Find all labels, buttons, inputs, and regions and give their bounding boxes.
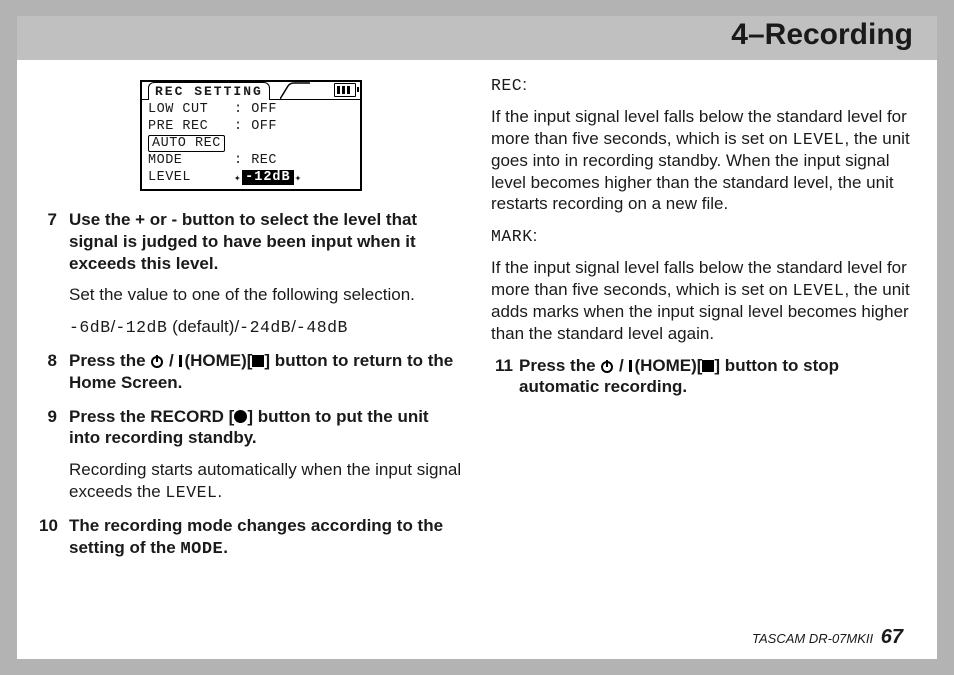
record-icon <box>234 410 247 423</box>
lcd-row-level: LEVEL ✦ -12dB ✦ <box>148 169 354 186</box>
step-7-lead: Use the + or - button to select the leve… <box>69 209 463 274</box>
step-7: 7 Use the + or - button to select the le… <box>39 209 463 338</box>
footer: TASCAM DR-07MKII 67 <box>752 626 903 649</box>
mark-desc: If the input signal level falls below th… <box>491 257 915 344</box>
lcd-tab: REC SETTING <box>148 82 270 100</box>
mark-label: MARK: <box>491 225 915 247</box>
step-7-note: Set the value to one of the following se… <box>69 284 463 306</box>
step-8-lead: Press the / (HOME)[] button to return to… <box>69 350 463 394</box>
product-name: TASCAM DR-07MKII <box>752 631 873 646</box>
lcd-row-prerec: PRE REC: OFF <box>148 118 354 135</box>
lcd-tabrow: REC SETTING <box>142 82 360 100</box>
columns: REC SETTING LOW CUT: OFF PRE REC: OFF AU… <box>17 60 937 572</box>
rec-desc: If the input signal level falls below th… <box>491 106 915 215</box>
stop-icon <box>252 355 264 367</box>
power-icon <box>150 354 164 368</box>
lcd-panel: REC SETTING LOW CUT: OFF PRE REC: OFF AU… <box>140 80 362 191</box>
arrow-right-icon: ✦ <box>295 171 302 185</box>
step-10: 10 The recording mode changes according … <box>39 515 463 561</box>
battery-icon <box>334 83 356 97</box>
rec-label: REC: <box>491 74 915 96</box>
lcd-rows: LOW CUT: OFF PRE REC: OFF AUTO REC MODE:… <box>142 100 360 187</box>
step-9-note: Recording starts automatically when the … <box>69 459 463 503</box>
lcd-level-value: ✦ -12dB ✦ <box>234 170 302 185</box>
lcd-row-autorec: AUTO REC <box>148 135 354 152</box>
step-7-values: -6dB/-12dB (default)/-24dB/-48dB <box>69 316 463 338</box>
step-11-lead: Press the / (HOME)[] button to stop auto… <box>519 355 915 399</box>
step-8: 8 Press the / (HOME)[] button to return … <box>39 350 463 394</box>
right-column: REC: If the input signal level falls bel… <box>491 74 915 572</box>
lcd-screenshot: REC SETTING LOW CUT: OFF PRE REC: OFF AU… <box>39 80 463 191</box>
step-10-lead: The recording mode changes according to … <box>69 515 463 561</box>
tab-tail-icon <box>280 82 310 99</box>
lcd-row-lowcut: LOW CUT: OFF <box>148 101 354 118</box>
step-9: 9 Press the RECORD [] button to put the … <box>39 406 463 503</box>
power-icon <box>600 359 614 373</box>
arrow-left-icon: ✦ <box>234 171 241 185</box>
lcd-row-mode: MODE: REC <box>148 152 354 169</box>
left-column: REC SETTING LOW CUT: OFF PRE REC: OFF AU… <box>39 74 463 572</box>
page-number: 67 <box>881 626 903 648</box>
step-9-lead: Press the RECORD [] button to put the un… <box>69 406 463 450</box>
stop-icon <box>702 360 714 372</box>
section-title: 4–Recording <box>731 18 913 52</box>
page: 4–Recording REC SETTING LOW CUT: OFF PRE… <box>17 16 937 659</box>
section-header: 4–Recording <box>17 16 937 60</box>
step-11: 11 Press the / (HOME)[] button to stop a… <box>491 355 915 399</box>
